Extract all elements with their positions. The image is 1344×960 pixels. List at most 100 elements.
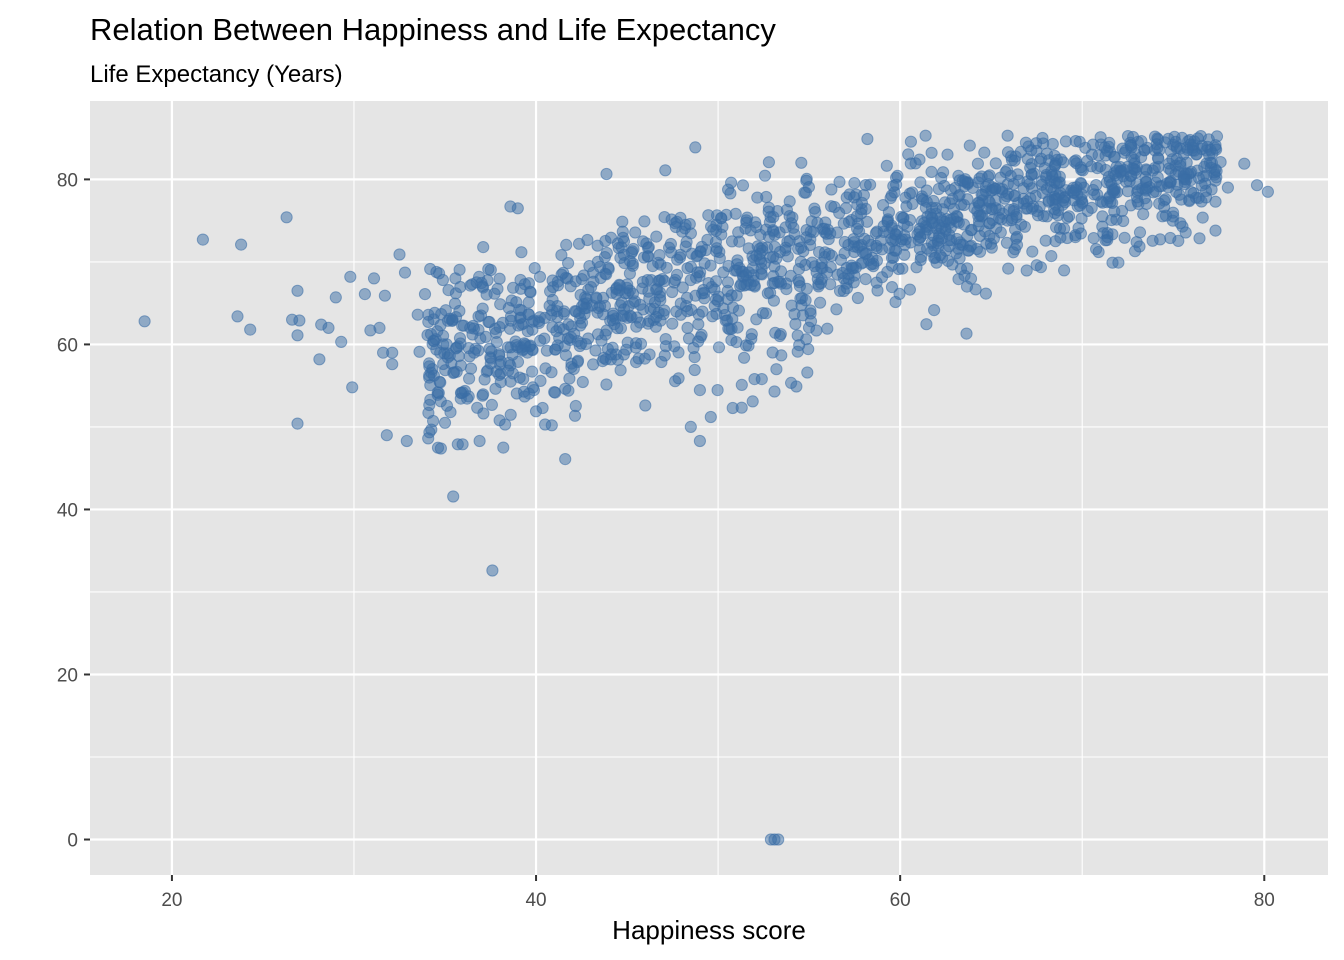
scatter-point [448, 297, 462, 310]
scatter-point [1133, 226, 1147, 239]
scatter-point [925, 165, 938, 178]
scatter-point [615, 241, 628, 254]
scatter-point [439, 304, 452, 317]
scatter-point [1193, 232, 1206, 245]
scatter-point [794, 292, 807, 305]
scatter-point [963, 139, 976, 152]
scatter-point [650, 230, 663, 243]
scatter-point [546, 321, 559, 334]
scatter-point [464, 279, 477, 292]
scatter-point [655, 355, 668, 369]
scatter-point [689, 141, 702, 154]
scatter-point [346, 381, 359, 394]
scatter-point [536, 401, 549, 415]
scatter-point [483, 315, 496, 329]
scatter-point [972, 219, 985, 233]
scatter-point [708, 283, 721, 296]
scatter-point [476, 281, 490, 294]
scatter-point [1002, 262, 1015, 275]
scatter-point [736, 179, 750, 192]
scatter-point [1028, 167, 1041, 180]
scatter-point [454, 280, 467, 294]
scatter-point [504, 200, 517, 213]
scatter-point [712, 341, 726, 354]
scatter-point [1026, 245, 1039, 258]
scatter-point [825, 183, 838, 196]
scatter-point [1125, 151, 1138, 164]
scatter-point [1173, 188, 1186, 201]
scatter-point [990, 222, 1003, 235]
scatter-point [925, 146, 938, 159]
scatter-point [630, 337, 643, 350]
scatter-point [584, 281, 598, 294]
scatter-point [1177, 148, 1190, 161]
scatter-point [421, 329, 434, 342]
scatter-point [449, 342, 463, 355]
scatter-point [280, 211, 293, 224]
scatter-point [1061, 231, 1074, 245]
scatter-point [1108, 151, 1121, 164]
scatter-point [413, 345, 426, 358]
scatter-point [1162, 157, 1176, 170]
scatter-point [741, 211, 754, 224]
scatter-point [748, 280, 761, 293]
scatter-point [801, 366, 814, 379]
scatter-point [859, 273, 872, 286]
scatter-point [794, 255, 808, 268]
scatter-point [693, 384, 707, 397]
scatter-point [755, 373, 768, 386]
scatter-point [808, 202, 821, 215]
scatter-point [833, 206, 846, 219]
scatter-point [1140, 164, 1153, 177]
scatter-point [884, 192, 897, 205]
scatter-point [880, 159, 893, 172]
scatter-point [953, 252, 966, 265]
scatter-point [711, 384, 724, 397]
scatter-point [1131, 195, 1144, 208]
scatter-point [768, 385, 781, 398]
scatter-point [636, 275, 650, 289]
scatter-point [1111, 172, 1124, 185]
scatter-point [814, 296, 827, 309]
scatter-point [606, 314, 620, 327]
scatter-point [616, 215, 629, 228]
scatter-point [484, 351, 497, 364]
scatter-point [974, 245, 987, 258]
scatter-point [971, 157, 985, 170]
scatter-point [423, 357, 436, 370]
scatter-point [534, 374, 547, 387]
scatter-point [762, 156, 776, 169]
scatter-point [964, 272, 978, 285]
scatter-point [774, 265, 788, 278]
scatter-point [851, 291, 865, 305]
scatter-point [913, 153, 926, 166]
y-tick-label: 20 [57, 665, 78, 686]
scatter-point [533, 270, 547, 283]
scatter-point [680, 291, 694, 304]
scatter-point [477, 388, 490, 401]
scatter-point [1036, 131, 1049, 145]
scatter-point [434, 346, 447, 359]
scatter-point [848, 191, 861, 204]
scatter-point [575, 273, 588, 286]
y-tick-label: 60 [57, 335, 78, 356]
scatter-point [820, 227, 833, 240]
scatter-point [993, 203, 1006, 216]
scatter-point [715, 228, 728, 241]
x-axis: 20 40 60 80 [161, 875, 1275, 911]
scatter-point [472, 310, 485, 323]
scatter-point [692, 335, 705, 348]
scatter-point [1138, 144, 1151, 157]
scatter-point [739, 222, 752, 235]
scatter-point [921, 242, 934, 255]
scatter-point [526, 365, 539, 378]
scatter-point [636, 235, 650, 248]
scatter-point [914, 176, 927, 189]
scatter-point [958, 198, 971, 212]
chart-subtitle: Life Expectancy (Years) [90, 61, 343, 88]
scatter-point [467, 322, 481, 335]
scatter-point [626, 259, 639, 272]
scatter-point [600, 268, 613, 281]
scatter-point [851, 222, 864, 235]
scatter-point [660, 261, 673, 274]
